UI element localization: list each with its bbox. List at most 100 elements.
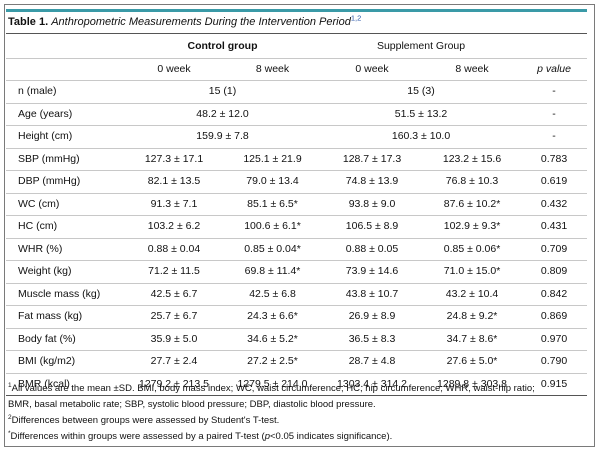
- empty-header-cell: [6, 36, 124, 59]
- caption-rule: [6, 33, 587, 34]
- supplement-value-cell: 51.5 ± 13.2: [394, 107, 448, 120]
- p-value-cell: -: [552, 85, 556, 97]
- supplement-0-week-cell: 73.9 ± 14.6: [345, 265, 399, 277]
- row-label: WHR (%): [18, 242, 63, 255]
- control-8-week-cell: 42.5 ± 6.8: [249, 287, 296, 300]
- supplement-8-week-cell: 87.6 ± 10.2*: [443, 197, 501, 210]
- group-header-row: Control group Supplement Group: [6, 36, 588, 59]
- control-0-week-cell: 35.9 ± 5.0: [150, 332, 198, 345]
- table-row: BMI (kg/m2) 27.7 ± 2.4 27.2 ± 2.5* 28.7 ± 4…: [6, 350, 588, 374]
- subheader-row: 0 week 8 week 0 week 8 week p value: [6, 58, 588, 81]
- row-label: Body fat (%): [18, 332, 76, 345]
- control-0-week-cell: 82.1 ± 13.5: [147, 175, 201, 187]
- supplement-8-week-cell: 43.2 ± 10.4: [445, 287, 499, 300]
- supplement-8-week-cell: 102.9 ± 9.3*: [443, 220, 501, 232]
- control-value-cell: 15 (1): [208, 85, 237, 97]
- supplement-0-week-cell: 28.7 ± 4.8: [348, 355, 396, 367]
- footnote-1-cont: BMR, basal metabolic rate; SBP, systolic…: [8, 399, 376, 410]
- control-8-week-cell: 69.8 ± 11.4*: [244, 265, 301, 277]
- row-label: BMR (kcal): [18, 377, 70, 390]
- row-label: Height (cm): [18, 130, 73, 142]
- table-title: Anthropometric Measurements During the I…: [51, 16, 351, 28]
- row-label: Fat mass (kg): [18, 310, 83, 322]
- table-row: WHR (%) 0.88 ± 0.04 0.85 ± 0.04* 0.88 ± 0.0…: [6, 238, 588, 261]
- supplement-0-week-cell: 128.7 ± 17.3: [342, 152, 402, 165]
- supplement-0-week-cell: 26.9 ± 8.9: [348, 310, 396, 322]
- control-0-week-cell: 27.7 ± 2.4: [150, 355, 198, 367]
- p-value-cell: 0.431: [540, 220, 568, 232]
- p-value-cell: 0.915: [540, 377, 568, 390]
- control-8-week-cell: 1279.5 ± 214.0: [237, 377, 308, 390]
- footnote-2: 2Differences between groups were assesse…: [8, 413, 280, 426]
- control-0-week-cell: 71.2 ± 11.5: [148, 265, 200, 277]
- supplement-8-week-cell: 34.7 ± 8.6*: [446, 332, 498, 345]
- table-row: Body fat (%) 35.9 ± 5.0 34.6 ± 5.2* 36.5 ± …: [6, 328, 588, 351]
- p-value-cell: -: [552, 107, 556, 120]
- supplement-0-week-cell: 106.5 ± 8.9: [345, 220, 399, 232]
- row-label: Age (years): [18, 107, 73, 120]
- control-value-cell: 48.2 ± 12.0: [196, 107, 249, 120]
- supplement-0-week-cell: 43.8 ± 10.7: [345, 287, 399, 300]
- table-row: HC (cm) 103.2 ± 6.2 100.6 ± 6.1* 106.5 ± 8.…: [6, 215, 588, 239]
- table-caption: Table 1. Anthropometric Measurements Dur…: [8, 13, 588, 28]
- supplement-8-week-cell: 0.85 ± 0.06*: [443, 242, 501, 255]
- control-8-week-cell: 79.0 ± 13.4: [246, 175, 299, 187]
- table-row: BMR (kcal) 1279.2 ± 213.5 1279.5 ± 214.0 13…: [6, 373, 588, 396]
- control-8-week-cell: 27.2 ± 2.5*: [247, 355, 298, 367]
- supplement-0-week-cell: 1303.4 ± 314.2: [337, 377, 408, 390]
- control-8-week-header: 8 week: [224, 58, 322, 81]
- top-accent-rule: [6, 9, 587, 12]
- p-value-cell: 0.709: [540, 242, 568, 255]
- p-value-cell: 0.790: [540, 355, 568, 367]
- control-group-header: Control group: [124, 36, 322, 59]
- table-row: Weight (kg) 71.2 ± 11.5 69.8 ± 11.4* 73.9 ±…: [6, 260, 588, 284]
- control-0-week-cell: 103.2 ± 6.2: [147, 220, 201, 232]
- footnote-1: 1All values are the mean ±SD. BMI, body …: [8, 381, 535, 394]
- control-8-week-cell: 24.3 ± 6.6*: [247, 310, 298, 322]
- control-0-week-cell: 0.88 ± 0.04: [147, 242, 201, 255]
- row-label: SBP (mmHg): [18, 152, 80, 165]
- p-value-cell: 0.432: [540, 197, 568, 210]
- supplement-0-week-cell: 93.8 ± 9.0: [348, 197, 396, 210]
- row-label: BMI (kg/m2): [18, 355, 76, 367]
- row-label: Muscle mass (kg): [18, 287, 101, 300]
- p-value-cell: 0.783: [540, 152, 568, 165]
- supplement-8-week-cell: 1289.8 ± 303.8: [437, 377, 508, 390]
- footnote-3: *Differences within groups were assessed…: [8, 429, 393, 442]
- control-8-week-cell: 125.1 ± 21.9: [243, 152, 302, 165]
- p-value-cell: 0.869: [540, 310, 568, 322]
- supplement-value-cell: 15 (3): [407, 85, 435, 97]
- supplement-8-week-cell: 27.6 ± 5.0*: [446, 355, 498, 367]
- row-label: DBP (mmHg): [18, 175, 81, 187]
- table-row: WC (cm) 91.3 ± 7.1 85.1 ± 6.5* 93.8 ± 9.0 87…: [6, 193, 588, 216]
- p-value-cell: 0.809: [540, 265, 568, 277]
- supplement-value-cell: 160.3 ± 10.0: [391, 130, 451, 142]
- row-label: n (male): [18, 85, 57, 97]
- control-8-week-cell: 100.6 ± 6.1*: [244, 220, 301, 232]
- p-value-header: p value: [521, 58, 588, 81]
- control-8-week-cell: 34.6 ± 5.2*: [247, 332, 298, 345]
- supplement-0-week-cell: 0.88 ± 0.05: [345, 242, 399, 255]
- supplement-group-header: Supplement Group: [321, 36, 522, 59]
- control-0-week-cell: 42.5 ± 6.7: [150, 287, 198, 300]
- caption-refs[interactable]: 1,2: [350, 13, 362, 23]
- control-8-week-cell: 0.85 ± 0.04*: [244, 242, 301, 255]
- supplement-0-week-cell: 36.5 ± 8.3: [348, 332, 396, 345]
- control-0-week-header: 0 week: [124, 58, 224, 81]
- table-footnotes: 1All values are the mean ±SD. BMI, body …: [8, 381, 588, 445]
- p-value-cell: 0.970: [540, 332, 568, 345]
- supplement-8-week-cell: 123.2 ± 15.6: [442, 152, 502, 165]
- control-8-week-cell: 85.1 ± 6.5*: [247, 197, 298, 210]
- table-row: Fat mass (kg) 25.7 ± 6.7 24.3 ± 6.6* 26.9 ±…: [6, 305, 588, 329]
- supplement-8-week-header: 8 week: [423, 58, 522, 81]
- p-value-cell: 0.619: [540, 175, 568, 187]
- supplement-8-week-cell: 24.8 ± 9.2*: [446, 310, 498, 322]
- empty-subheader-cell: [6, 58, 124, 81]
- supplement-0-week-cell: 74.8 ± 13.9: [345, 175, 399, 187]
- p-value-cell: 0.842: [540, 287, 568, 300]
- table-row: Muscle mass (kg) 42.5 ± 6.7 42.5 ± 6.8 43.8…: [6, 283, 588, 306]
- control-0-week-cell: 91.3 ± 7.1: [150, 197, 198, 210]
- row-label: HC (cm): [18, 220, 58, 232]
- control-0-week-cell: 25.7 ± 6.7: [150, 310, 198, 322]
- empty-header-cell: [521, 36, 588, 59]
